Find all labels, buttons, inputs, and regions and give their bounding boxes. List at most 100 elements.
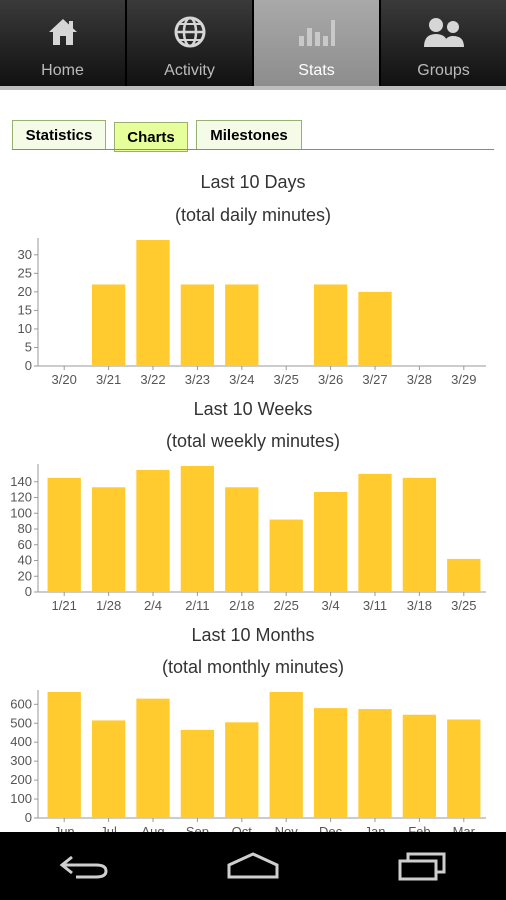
- x-tick-label: 3/24: [229, 372, 254, 387]
- chart-days: 0 5 10 15 20 25 30 3/20 3/21 3/22 3/23 3/24 3/25 3/26…: [18, 238, 486, 387]
- bar: [402, 714, 437, 818]
- x-tick-label: 3/21: [96, 372, 121, 387]
- bar: [358, 473, 392, 592]
- bar: [358, 709, 392, 818]
- tab-groups-label: Groups: [417, 62, 470, 79]
- bar: [136, 469, 170, 592]
- y-tick-label: 0: [25, 358, 32, 373]
- bar: [91, 284, 126, 366]
- y-tick-label: 120: [10, 490, 32, 505]
- x-tick-label: 3/22: [140, 372, 165, 387]
- y-tick-label: 100: [10, 791, 32, 806]
- x-tick-label: 3/25: [451, 598, 476, 613]
- x-tick-label: 3/27: [362, 372, 387, 387]
- bar: [91, 487, 126, 592]
- x-tick-label: 3/26: [318, 372, 343, 387]
- bar: [47, 477, 81, 592]
- y-tick-label: 100: [10, 505, 32, 520]
- x-tick-label: 1/28: [96, 598, 121, 613]
- home-nav-button[interactable]: [213, 841, 293, 891]
- y-tick-label: 80: [18, 521, 32, 536]
- bar: [47, 692, 81, 818]
- bar: [402, 477, 437, 592]
- bar: [180, 729, 215, 818]
- chart-months: 0100200300400500600JunJulAugSepOctNovDec…: [10, 690, 486, 839]
- bar: [180, 466, 215, 592]
- recent-apps-icon: [398, 852, 446, 881]
- y-tick-label: 10: [18, 321, 32, 336]
- y-tick-label: 30: [18, 247, 32, 262]
- bar: [180, 284, 215, 366]
- tab-bar-divider: [0, 86, 506, 90]
- y-tick-label: 500: [10, 715, 32, 730]
- subtab-statistics[interactable]: Statistics: [12, 120, 106, 150]
- home-outline-icon: [227, 852, 279, 879]
- x-tick-label: 2/18: [229, 598, 254, 613]
- bar: [269, 519, 303, 592]
- x-tick-label: 2/11: [185, 598, 209, 613]
- y-tick-label: 200: [10, 772, 32, 787]
- back-button[interactable]: [44, 841, 124, 891]
- chart2-title: Last 10 Weeks: [193, 399, 313, 419]
- bar: [225, 284, 259, 366]
- subtab-milestones[interactable]: Milestones: [196, 120, 302, 150]
- x-tick-label: 3/4: [322, 598, 340, 613]
- y-tick-label: 600: [10, 696, 32, 711]
- bar: [225, 722, 259, 818]
- y-tick-label: 40: [18, 553, 32, 568]
- x-tick-label: 3/28: [407, 372, 432, 387]
- back-icon: [59, 855, 108, 879]
- y-tick-label: 0: [25, 584, 32, 599]
- x-tick-label: 3/23: [185, 372, 210, 387]
- x-tick-label: 3/18: [407, 598, 432, 613]
- y-tick-label: 0: [25, 810, 32, 825]
- x-tick-label: 3/29: [451, 372, 476, 387]
- y-tick-label: 20: [18, 568, 32, 583]
- groups-icon: [422, 12, 466, 52]
- y-tick-label: 300: [10, 753, 32, 768]
- y-tick-label: 15: [18, 302, 32, 317]
- x-tick-label: 1/21: [52, 598, 77, 613]
- chart3-subtitle: (total monthly minutes): [161, 657, 345, 677]
- y-tick-label: 60: [18, 537, 32, 552]
- x-tick-label: 2/4: [144, 598, 162, 613]
- top-tab-bar: Home Activity Stats Groups: [0, 0, 506, 86]
- chart1-subtitle: (total daily minutes): [174, 205, 332, 225]
- y-tick-label: 25: [18, 265, 32, 280]
- globe-icon: [173, 12, 207, 52]
- bar: [447, 558, 481, 592]
- x-tick-label: 2/25: [274, 598, 299, 613]
- bar: [313, 284, 348, 366]
- tab-stats-label: Stats: [298, 62, 335, 79]
- bar: [447, 719, 481, 818]
- y-tick-label: 400: [10, 734, 32, 749]
- tab-home-label: Home: [41, 62, 84, 79]
- bar: [269, 692, 303, 818]
- tab-activity-label: Activity: [164, 62, 215, 79]
- x-tick-label: 3/11: [363, 598, 387, 613]
- tab-stats[interactable]: Stats: [254, 0, 381, 86]
- system-nav-bar: [0, 832, 506, 900]
- tab-groups[interactable]: Groups: [381, 0, 506, 86]
- bar: [136, 698, 170, 818]
- bar: [313, 708, 348, 818]
- y-tick-label: 140: [10, 474, 32, 489]
- bar: [358, 291, 392, 366]
- y-tick-label: 5: [25, 339, 32, 354]
- tab-activity[interactable]: Activity: [127, 0, 254, 86]
- tab-home[interactable]: Home: [0, 0, 127, 86]
- chart1-title: Last 10 Days: [200, 172, 306, 192]
- subtab-underline: [12, 149, 494, 150]
- chart3-title: Last 10 Months: [191, 625, 315, 645]
- home-icon: [47, 12, 79, 52]
- bar: [136, 240, 170, 366]
- y-tick-label: 20: [18, 284, 32, 299]
- subtab-charts[interactable]: Charts: [114, 122, 188, 152]
- chart2-subtitle: (total weekly minutes): [165, 431, 341, 451]
- bar: [313, 491, 348, 592]
- x-tick-label: 3/25: [274, 372, 299, 387]
- bar: [225, 487, 259, 592]
- x-tick-label: 3/20: [52, 372, 77, 387]
- recent-apps-button[interactable]: [382, 841, 462, 891]
